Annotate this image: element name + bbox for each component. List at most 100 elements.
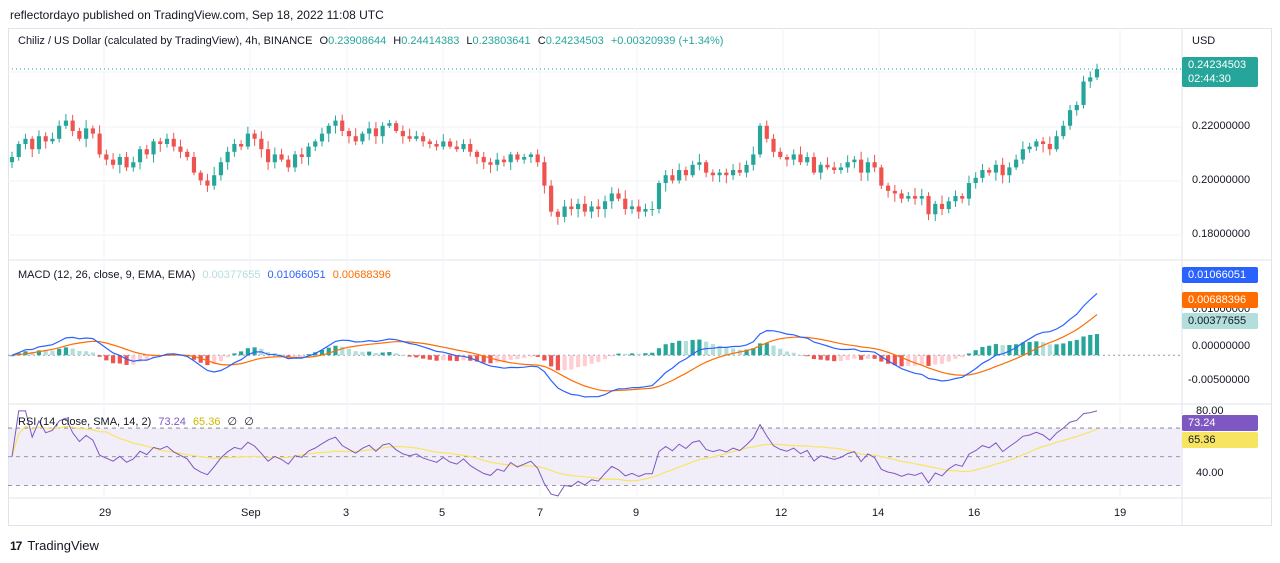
time-label-sep: Sep <box>241 507 261 519</box>
macd-histogram-value: 0.00377655 <box>202 269 261 281</box>
macd-histogram-bar <box>1027 341 1032 356</box>
macd-histogram-bar <box>9 355 15 357</box>
macd-histogram-bar <box>966 353 972 356</box>
candle-body <box>811 157 817 173</box>
grid-lines <box>8 28 1182 498</box>
rsi-legend: RSI (14, close, SMA, 14, 2) 73.24 65.36 … <box>18 415 258 428</box>
candle-body <box>528 154 534 158</box>
macd-histogram-bar <box>764 343 769 356</box>
macd-legend: MACD (12, 26, close, 9, EMA, EMA) 0.0037… <box>18 269 395 281</box>
candle-body <box>286 159 291 168</box>
candle-body <box>387 123 392 126</box>
candle-body <box>919 196 924 199</box>
open-label: O0.23908644 <box>319 35 387 47</box>
macd-histogram-bar <box>575 355 581 368</box>
macd-histogram-bar <box>616 353 621 356</box>
macd-histogram-bar <box>373 353 379 356</box>
macd-tick-neg: -0.00500000 <box>1188 374 1250 386</box>
price-legend: Chiliz / US Dollar (calculated by Tradin… <box>18 35 727 47</box>
candle-body <box>407 136 412 139</box>
macd-histogram-bar <box>690 339 695 356</box>
candle-body <box>394 123 399 131</box>
rsi-indicator-label[interactable]: RSI (14, close, SMA, 14, 2) <box>18 416 152 428</box>
candle-body <box>164 138 170 144</box>
candle-body <box>1061 125 1066 137</box>
candle-body <box>1007 167 1012 176</box>
candle-body <box>865 162 870 173</box>
macd-histogram-bar <box>427 355 432 360</box>
candle-body <box>973 177 978 184</box>
macd-histogram-bar <box>926 355 931 366</box>
macd-histogram-bar <box>609 355 614 357</box>
candle-body <box>117 157 122 165</box>
symbol-label[interactable]: Chiliz / US Dollar (calculated by Tradin… <box>18 35 313 47</box>
macd-histogram-bar <box>245 348 250 356</box>
candle-body <box>757 125 763 155</box>
candle-body <box>400 130 405 137</box>
time-label-5: 5 <box>439 507 446 519</box>
macd-histogram-bar <box>663 344 668 356</box>
candle-body <box>737 170 742 173</box>
candle-body <box>292 154 298 168</box>
macd-histogram-bar <box>885 355 891 364</box>
macd-line-badge: 0.01066051 <box>1182 267 1258 283</box>
candle-body <box>589 206 594 212</box>
macd-histogram-bar <box>97 355 102 357</box>
macd-histogram-bar <box>447 355 453 361</box>
macd-histogram-bar <box>683 340 689 356</box>
macd-histogram-bar <box>522 355 527 359</box>
macd-histogram-bar <box>899 355 904 367</box>
macd-histogram-bar <box>562 355 567 371</box>
low-label: L0.23803641 <box>466 35 531 47</box>
candle-body <box>501 159 507 163</box>
macd-histogram-bar <box>549 355 554 367</box>
macd-line-value: 0.01066051 <box>267 269 326 281</box>
macd-histogram-bar <box>987 345 992 356</box>
candle-body <box>892 190 897 194</box>
macd-histogram-bar <box>515 355 520 360</box>
candle-body <box>63 120 69 126</box>
rsi-badge: 73.24 <box>1182 415 1258 431</box>
high-label: H0.24414383 <box>393 35 460 47</box>
macd-histogram-bar <box>191 355 197 360</box>
candle-body <box>778 151 783 158</box>
candle-body <box>899 193 904 199</box>
macd-histogram-bar <box>394 353 399 356</box>
macd-histogram-bar <box>744 349 749 356</box>
macd-histogram-bar <box>299 355 304 357</box>
chart-frame <box>8 28 1272 526</box>
candle-body <box>818 164 823 173</box>
candle-body <box>717 172 722 176</box>
macd-histogram-bar <box>508 355 513 360</box>
macd-histogram-bar <box>198 355 203 363</box>
macd-histogram-bar <box>778 348 783 356</box>
macd-indicator-label[interactable]: MACD (12, 26, close, 9, EMA, EMA) <box>18 269 196 281</box>
tradingview-brand[interactable]: TradingView <box>27 538 99 553</box>
candle-body <box>1067 110 1073 126</box>
macd-histogram-bar <box>407 355 412 357</box>
macd-histogram-bar <box>1088 334 1093 356</box>
candle-body <box>784 157 790 160</box>
macd-histogram-bar <box>1007 345 1012 356</box>
macd-histogram-bar <box>791 352 796 356</box>
candle-body <box>535 154 540 163</box>
candle-body <box>1014 159 1019 168</box>
last-price-badge: 0.24234503 02:44:30 <box>1182 57 1258 87</box>
macd-histogram-bar <box>798 355 803 357</box>
candle-body <box>414 136 419 139</box>
tradingview-logo-icon[interactable]: 17 <box>10 538 22 553</box>
macd-histogram-bar <box>380 352 385 356</box>
candle-body <box>353 136 358 142</box>
candle-body <box>650 209 655 211</box>
candle-body <box>825 164 830 168</box>
macd-histogram-bar <box>481 355 486 363</box>
candle-body <box>663 175 668 184</box>
macd-histogram-bar <box>326 347 331 356</box>
candle-body <box>771 138 776 152</box>
candle-body <box>730 170 736 176</box>
candle-body <box>993 164 999 173</box>
candle-body <box>1000 164 1005 176</box>
candle-body <box>488 162 493 165</box>
macd-histogram-bar <box>980 347 985 356</box>
